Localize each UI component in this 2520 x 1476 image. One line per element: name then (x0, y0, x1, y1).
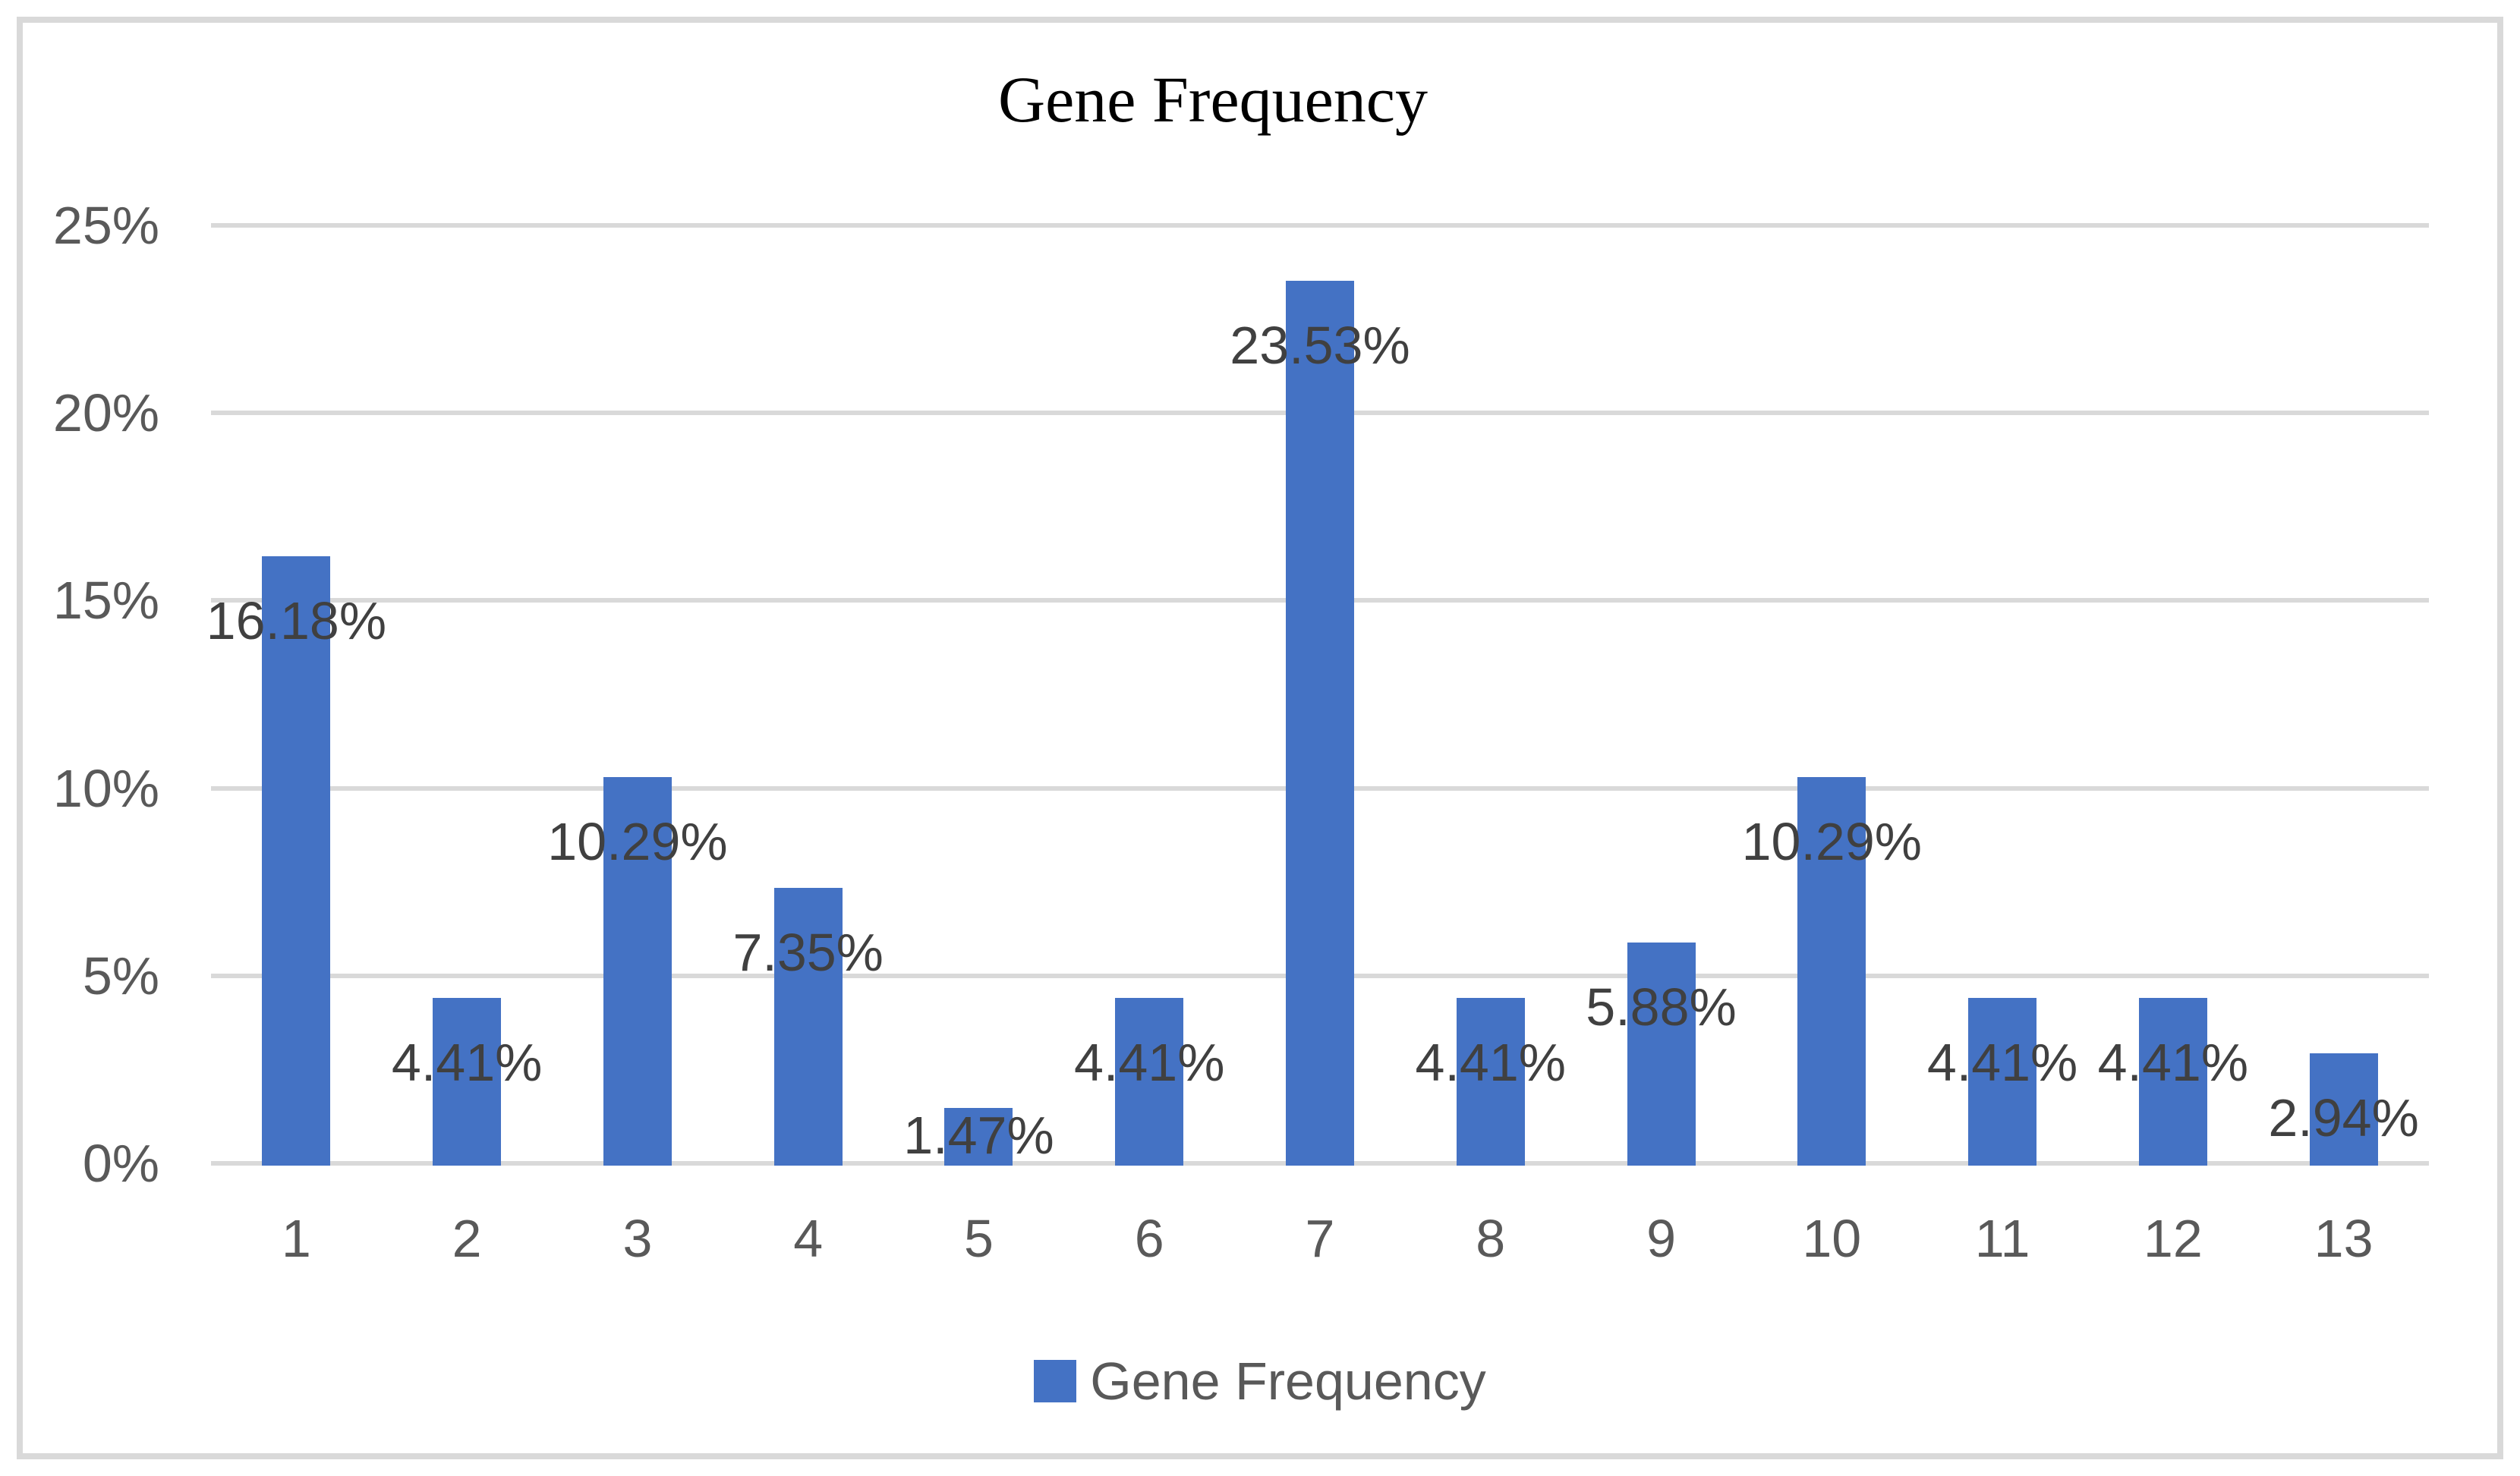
legend: Gene Frequency (23, 1349, 2497, 1413)
y-axis-tick-label: 5% (82, 946, 159, 1006)
x-axis-category-label-3: 3 (622, 1209, 653, 1268)
legend-label: Gene Frequency (1090, 1352, 1486, 1411)
data-label-category-13: 2.94% (2268, 1087, 2419, 1147)
data-label-category-3: 10.29% (547, 812, 728, 872)
bar-category-11 (1968, 997, 2037, 1166)
x-axis-category-label-1: 1 (281, 1209, 311, 1268)
data-label-category-7: 23.53% (1230, 315, 1410, 375)
chart-title: Gene Frequency (998, 63, 1428, 136)
x-axis-category-label-12: 12 (2143, 1209, 2203, 1268)
data-label-category-8: 4.41% (1415, 1032, 1566, 1092)
x-axis-category-label-10: 10 (1802, 1209, 1862, 1268)
y-axis-tick-label: 25% (52, 196, 159, 255)
x-axis-category-label-5: 5 (963, 1209, 994, 1268)
x-axis-category-label-11: 11 (1974, 1209, 2030, 1268)
data-label-category-1: 16.18% (206, 591, 387, 651)
gridline-25pct (211, 223, 2429, 228)
data-label-category-4: 7.35% (732, 922, 884, 982)
y-axis-tick-label: 15% (52, 571, 159, 631)
x-axis-category-label-4: 4 (793, 1209, 824, 1268)
bar-category-10 (1797, 777, 1866, 1166)
bar-category-12 (2138, 997, 2207, 1166)
y-axis-tick-label: 10% (52, 758, 159, 818)
bar-category-1 (262, 556, 331, 1166)
bar-category-4 (773, 887, 843, 1166)
x-axis-category-label-7: 7 (1305, 1209, 1335, 1268)
x-axis-category-label-9: 9 (1646, 1209, 1676, 1268)
data-label-category-9: 5.88% (1586, 977, 1737, 1037)
data-label-category-12: 4.41% (2097, 1032, 2249, 1092)
bar-category-13 (2309, 1053, 2378, 1166)
bar-category-8 (1456, 997, 1525, 1166)
data-label-category-10: 10.29% (1741, 812, 1922, 872)
data-label-category-2: 4.41% (391, 1032, 543, 1092)
y-axis-tick-label: 0% (82, 1134, 159, 1193)
y-axis-tick-label: 20% (52, 383, 159, 443)
x-axis-category-label-2: 2 (452, 1209, 482, 1268)
bar-category-5 (944, 1108, 1013, 1166)
x-axis-category-label-13: 13 (2314, 1209, 2374, 1268)
bar-category-6 (1115, 997, 1184, 1166)
bar-category-2 (433, 997, 502, 1166)
bar-category-9 (1627, 943, 1696, 1166)
bar-category-3 (603, 777, 672, 1166)
legend-square-marker-icon (1034, 1360, 1077, 1402)
data-label-category-5: 1.47% (903, 1106, 1054, 1165)
data-label-category-6: 4.41% (1073, 1032, 1225, 1092)
x-axis-category-label-8: 8 (1476, 1209, 1506, 1268)
x-axis-category-label-6: 6 (1134, 1209, 1164, 1268)
chart-border (17, 17, 2503, 1459)
data-label-category-11: 4.41% (1926, 1032, 2078, 1092)
bar-category-7 (1286, 280, 1354, 1166)
